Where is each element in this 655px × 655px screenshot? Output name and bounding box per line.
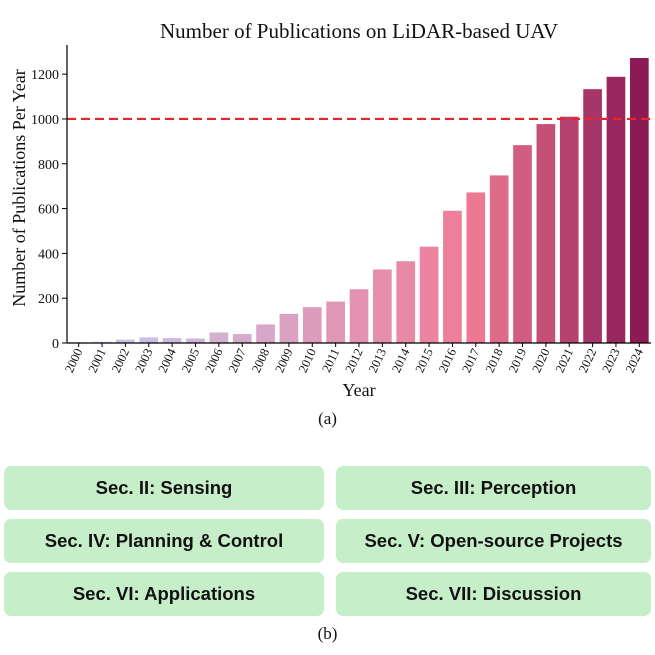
bar-2024 <box>629 57 649 344</box>
x-tick-label-2004: 2004 <box>156 346 180 375</box>
bar-2016 <box>443 210 462 343</box>
caption-a: (a) <box>318 409 337 428</box>
x-tick-label-2011: 2011 <box>319 346 342 374</box>
bar-2015 <box>419 246 439 343</box>
section-box-planning-control: Sec. IV: Planning & Control <box>4 519 324 563</box>
x-tick-label-2016: 2016 <box>436 346 459 375</box>
bar-2019 <box>513 145 532 343</box>
y-axis-label: Number of Publications Per Year <box>9 69 29 306</box>
bar-2007 <box>232 334 252 343</box>
x-tick-label-2022: 2022 <box>576 346 599 375</box>
x-tick-label-2024: 2024 <box>623 346 647 375</box>
y-tick-label: 400 <box>38 247 59 262</box>
x-tick-label-2014: 2014 <box>389 346 413 375</box>
bar-2010 <box>302 307 322 343</box>
bar-2008 <box>256 324 275 343</box>
section-box-applications: Sec. VI: Applications <box>4 572 324 616</box>
bar-2021 <box>559 116 579 343</box>
y-tick-label: 600 <box>38 203 59 218</box>
bar-2022 <box>583 89 602 343</box>
publications-bar-chart: Number of Publications on LiDAR-based UA… <box>9 19 651 400</box>
x-tick-label-2003: 2003 <box>132 346 155 375</box>
section-box-open-source: Sec. V: Open-source Projects <box>336 519 651 563</box>
y-tick-label: 1200 <box>31 68 59 83</box>
section-box-discussion: Sec. VII: Discussion <box>336 572 651 616</box>
x-tick-label-2008: 2008 <box>249 346 272 375</box>
bar-2013 <box>373 269 392 343</box>
x-tick-label-2009: 2009 <box>272 346 295 375</box>
bar-2023 <box>606 76 626 344</box>
x-tick-label-2023: 2023 <box>599 346 622 375</box>
bar-2018 <box>489 175 509 343</box>
y-tick-label: 0 <box>52 337 59 352</box>
x-tick-label-2012: 2012 <box>342 346 365 375</box>
x-tick-label-2021: 2021 <box>553 346 576 375</box>
caption-b: (b) <box>317 624 338 643</box>
x-tick-label-2013: 2013 <box>366 346 389 375</box>
x-tick-label-2010: 2010 <box>296 346 319 375</box>
x-axis-label: Year <box>342 380 375 400</box>
bar-2009 <box>279 313 299 343</box>
bar-2014 <box>396 261 416 343</box>
section-box-perception: Sec. III: Perception <box>336 466 651 510</box>
bar-2002 <box>116 339 135 343</box>
x-tick-label-2001: 2001 <box>86 346 109 375</box>
x-tick-label-2015: 2015 <box>413 346 436 375</box>
x-tick-label-2020: 2020 <box>529 346 552 375</box>
bar-2012 <box>349 289 369 343</box>
bar-2004 <box>162 338 182 343</box>
x-tick-label-2005: 2005 <box>179 346 202 375</box>
bar-2017 <box>466 192 486 343</box>
bar-2020 <box>536 124 556 343</box>
y-tick-label: 1000 <box>31 113 59 128</box>
y-tick-label: 800 <box>38 158 59 173</box>
bar-2006 <box>209 332 229 343</box>
x-tick-label-2018: 2018 <box>483 346 506 375</box>
chart-title: Number of Publications on LiDAR-based UA… <box>160 19 558 43</box>
y-tick-label: 200 <box>38 292 59 307</box>
x-tick-label-2007: 2007 <box>226 346 249 375</box>
x-tick-label-2019: 2019 <box>506 346 529 375</box>
bar-2011 <box>326 301 345 343</box>
x-tick-label-2006: 2006 <box>202 346 225 375</box>
bar-2005 <box>186 338 205 343</box>
x-tick-label-2000: 2000 <box>62 346 85 375</box>
x-tick-label-2002: 2002 <box>109 346 132 375</box>
section-box-sensing: Sec. II: Sensing <box>4 466 324 510</box>
bar-2003 <box>139 337 159 343</box>
x-tick-label-2017: 2017 <box>459 346 482 375</box>
